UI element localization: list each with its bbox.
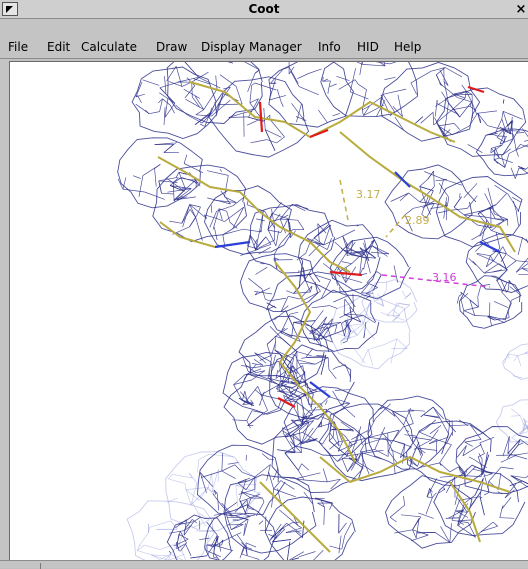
- distance-label-3: 3.16: [432, 271, 457, 284]
- window-title: Coot: [0, 2, 528, 16]
- status-bar: [0, 560, 528, 568]
- menu-draw[interactable]: Draw: [156, 40, 187, 54]
- menu-edit[interactable]: Edit: [47, 40, 70, 54]
- close-button[interactable]: ×: [514, 2, 528, 17]
- title-bar: Coot ×: [0, 0, 528, 19]
- menu-help[interactable]: Help: [394, 40, 421, 54]
- graphics-canvas[interactable]: 3.17 2.89 3.16: [9, 61, 528, 561]
- distance-label-2: 2.89: [405, 214, 430, 227]
- menu-calculate[interactable]: Calculate: [81, 40, 137, 54]
- electron-density-mesh: [118, 62, 528, 561]
- status-divider: [40, 563, 41, 569]
- electron-density-mesh-faint: [127, 280, 528, 561]
- menu-hid[interactable]: HID: [357, 40, 379, 54]
- density-map-view[interactable]: 3.17 2.89 3.16: [10, 62, 528, 561]
- menu-file[interactable]: File: [8, 40, 28, 54]
- molecule-bonds: [158, 82, 515, 552]
- distance-label-1: 3.17: [356, 188, 381, 201]
- menu-info[interactable]: Info: [318, 40, 341, 54]
- menu-display-manager[interactable]: Display Manager: [201, 40, 302, 54]
- left-frame: [0, 59, 9, 561]
- menu-bar: File Edit Calculate Draw Display Manager…: [0, 19, 528, 59]
